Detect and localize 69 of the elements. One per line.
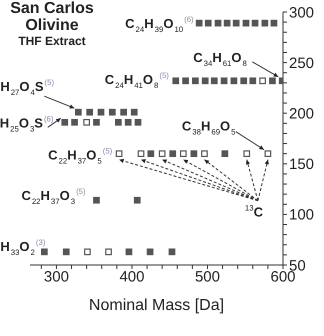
point [190, 150, 198, 158]
point [146, 248, 154, 256]
chart-title: San Carlos Olivine [9, 0, 95, 34]
point [126, 248, 132, 256]
x-tick-label: 500 [194, 268, 220, 286]
annotation: C$_{38}$H$_{69}$O$_{5}$ [182, 118, 236, 136]
point [243, 150, 250, 158]
point [120, 108, 127, 116]
point [84, 248, 91, 256]
point [204, 20, 212, 26]
y-tick-label: 200 [289, 106, 314, 123]
point [83, 118, 90, 126]
y-tick-label: 150 [289, 156, 314, 174]
point [232, 20, 240, 26]
point [214, 20, 222, 26]
point [224, 20, 230, 26]
point [74, 108, 82, 116]
point [210, 77, 218, 84]
x-tick-label: 400 [119, 268, 144, 286]
point [134, 196, 141, 204]
point [134, 118, 142, 126]
point [182, 77, 189, 84]
point [249, 77, 256, 84]
point [138, 150, 144, 158]
point [252, 20, 258, 26]
point [259, 77, 266, 84]
point [172, 77, 180, 84]
point [242, 20, 250, 26]
point [115, 118, 122, 126]
point [220, 77, 228, 84]
x-axis-title: Nominal Mass [Da] [88, 297, 224, 314]
point [222, 150, 228, 158]
point [124, 118, 132, 126]
point [192, 77, 199, 84]
point [169, 150, 176, 158]
point [264, 150, 272, 158]
annotation: H$_{27}$O$_{4}$S$^{(5)}$ [0, 78, 54, 97]
point [240, 77, 248, 84]
y-tick-label: 100 [289, 206, 314, 224]
point [201, 150, 208, 158]
point [86, 108, 94, 116]
point [196, 20, 203, 26]
y-tick-label: 300 [289, 4, 314, 22]
text: THF Extract [17, 34, 87, 49]
point [116, 150, 122, 158]
annotation: $^{13}$C [244, 204, 264, 220]
point [147, 150, 154, 158]
point [202, 77, 209, 84]
point [93, 196, 100, 204]
point [61, 118, 68, 126]
point [41, 248, 48, 256]
point [105, 248, 112, 256]
annotation: H$_{25}$O$_{3}$S$^{(6)}$ [0, 114, 54, 133]
point [93, 118, 100, 126]
point [230, 77, 238, 84]
point [180, 150, 187, 158]
annotation: C$_{34}$H$_{61}$O$_{8}$ [193, 50, 247, 68]
point [62, 248, 70, 256]
y-tick-label: 250 [289, 54, 314, 72]
point [98, 108, 104, 116]
point [158, 150, 166, 158]
point [130, 108, 138, 116]
point [262, 20, 268, 26]
point [71, 118, 78, 126]
point [108, 108, 116, 116]
point [270, 20, 278, 26]
x-tick-label: 300 [44, 268, 69, 286]
point [269, 77, 276, 84]
point [168, 248, 176, 256]
